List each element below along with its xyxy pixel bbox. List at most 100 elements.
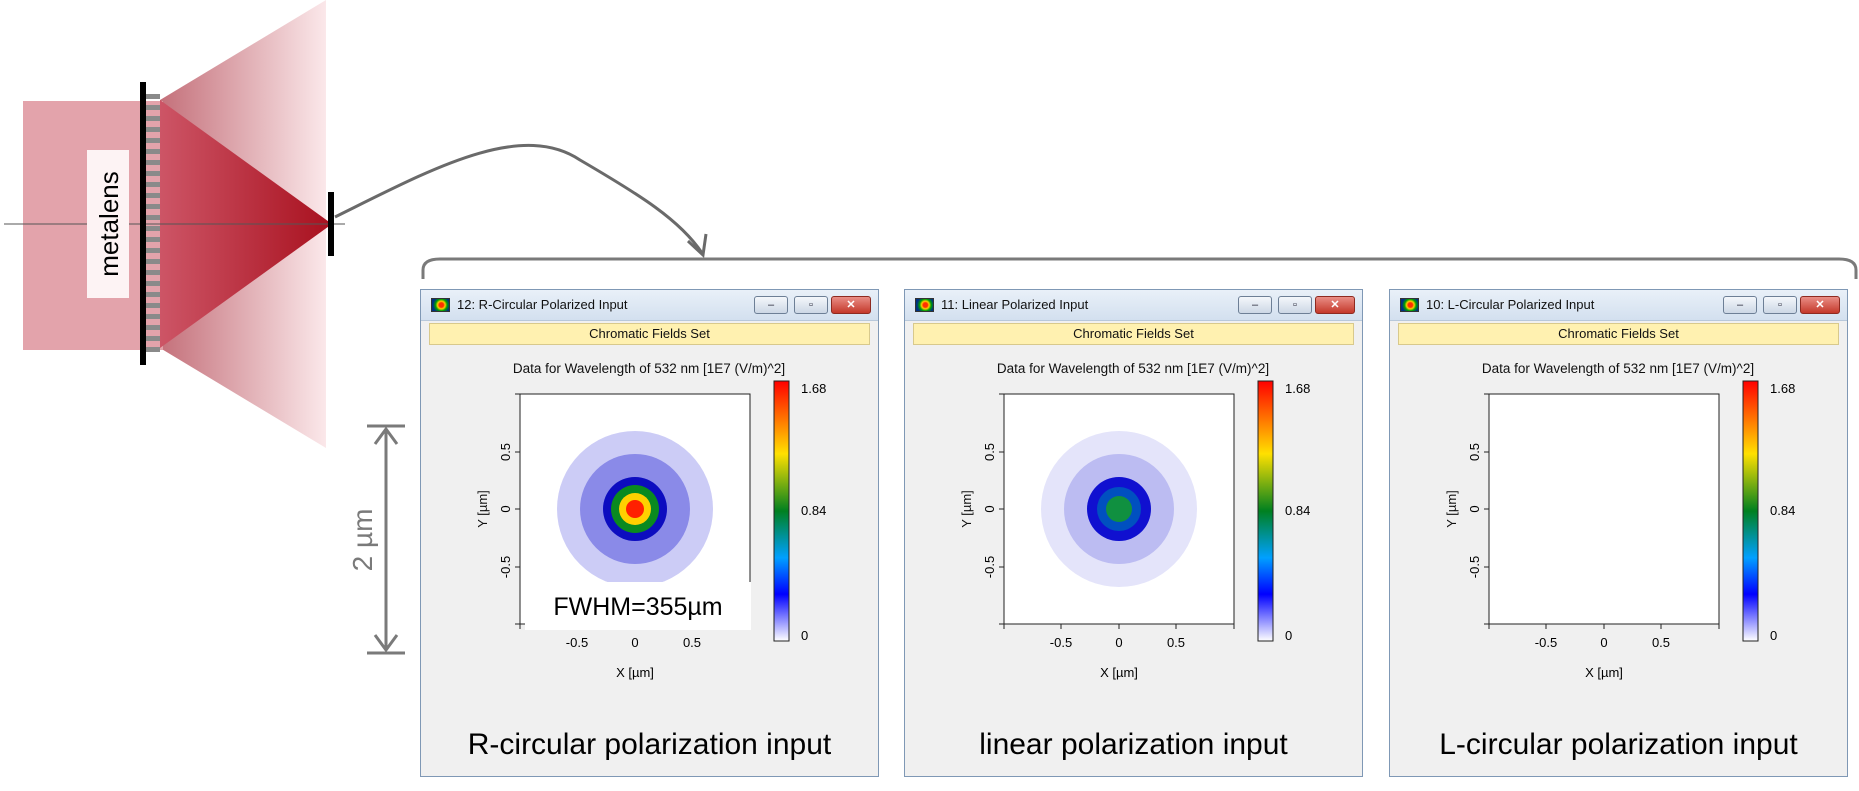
colorbar-tick-label: 0 [1770,628,1777,643]
y-tick-label: 0.5 [1467,443,1482,461]
metalens-nanopillar [145,237,160,242]
intensity-spot [1041,431,1197,587]
minimize-button[interactable]: – [1238,296,1272,314]
x-tick-label: 0.5 [683,635,701,650]
maximize-button[interactable]: ▫ [794,296,828,314]
metalens-nanopillar [145,171,160,176]
plot-svg: Data for Wavelength of 532 nm [1E7 (V/m)… [475,361,826,680]
y-axis-label: Y [µm] [959,490,974,528]
peak-core [1106,496,1132,522]
minimize-button[interactable]: – [754,296,788,314]
plot-svg: Data for Wavelength of 532 nm [1E7 (V/m)… [1444,361,1795,680]
metalens-nanopillar [145,204,160,209]
y-tick-label: -0.5 [498,556,513,578]
window-title: 12: R-Circular Polarized Input [457,297,628,312]
colorbar-tick-label: 0.84 [1285,503,1310,518]
colorbar-tick-label: 1.68 [801,381,826,396]
window-title: 10: L-Circular Polarized Input [1426,297,1595,312]
app-icon [1400,298,1419,312]
colorbar-tick-label: 0 [1285,628,1292,643]
y-tick-label: 0 [1467,505,1482,512]
metalens-nanopillar [145,347,160,352]
peak-core [626,500,644,518]
data-set-label: Chromatic Fields Set [1398,323,1839,345]
metalens-nanopillar [145,226,160,231]
metalens-nanopillar [145,281,160,286]
caption: R-circular polarization input [467,728,832,761]
window-l-circular[interactable]: 10: L-Circular Polarized Input – ▫ ✕ Chr… [1389,289,1848,777]
metalens-nanopillar [145,248,160,253]
field-plot: Data for Wavelength of 532 nm [1E7 (V/m)… [1398,346,1839,771]
y-tick-label: 0.5 [498,443,513,461]
metalens-label: metalens [94,171,124,277]
caption: L-circular polarization input [1439,728,1798,761]
metalens-diagram: metalens [4,0,345,448]
plot-svg: Data for Wavelength of 532 nm [1E7 (V/m)… [959,361,1310,680]
y-tick-label: -0.5 [982,556,997,578]
window-title: 11: Linear Polarized Input [941,297,1089,312]
colorbar [1257,380,1274,642]
metalens-nanopillar [145,149,160,154]
metalens-nanopillar [145,270,160,275]
colorbar-tick-label: 0.84 [801,503,826,518]
metalens-nanopillar [145,138,160,143]
metalens-nanopillar [145,193,160,198]
close-button[interactable]: ✕ [1315,296,1355,314]
metalens-nanopillar [145,259,160,264]
title-bar[interactable]: 12: R-Circular Polarized Input – ▫ ✕ [421,290,878,321]
colorbar-tick-label: 0.84 [1770,503,1795,518]
plot-area [1488,393,1720,625]
metalens-nanopillar [145,215,160,220]
y-tick-label: 0.5 [982,443,997,461]
field-plot: Data for Wavelength of 532 nm [1E7 (V/m)… [913,346,1354,771]
x-tick-label: 0 [1115,635,1122,650]
x-tick-label: 0 [1600,635,1607,650]
x-tick-label: -0.5 [566,635,588,650]
connector-arrow [334,144,704,254]
data-set-label: Chromatic Fields Set [429,323,870,345]
x-axis-label: X [µm] [616,665,654,680]
app-icon [431,298,450,312]
scale-bar: 2 µm [347,424,405,655]
data-title: Data for Wavelength of 532 nm [1E7 (V/m)… [997,361,1269,376]
data-set-label: Chromatic Fields Set [913,323,1354,345]
metalens-nanopillar [145,94,160,99]
metalens-label-box [87,150,129,298]
close-button[interactable]: ✕ [831,296,871,314]
close-button[interactable]: ✕ [1800,296,1840,314]
metalens-nanopillar [145,160,160,165]
metalens-nanopillar [145,127,160,132]
minimize-button[interactable]: – [1723,296,1757,314]
maximize-button[interactable]: ▫ [1763,296,1797,314]
x-axis-label: X [µm] [1100,665,1138,680]
data-title: Data for Wavelength of 532 nm [1E7 (V/m)… [513,361,785,376]
y-axis-label: Y [µm] [475,490,490,528]
window-linear[interactable]: 11: Linear Polarized Input – ▫ ✕ Chromat… [904,289,1363,777]
app-icon [915,298,934,312]
fwhm-label: FWHM=355µm [553,593,722,621]
colorbar [1742,380,1759,642]
colorbar-tick-label: 1.68 [1285,381,1310,396]
window-r-circular[interactable]: 12: R-Circular Polarized Input – ▫ ✕ Chr… [420,289,879,777]
metalens-nanopillar [145,314,160,319]
colorbar-tick-label: 1.68 [1770,381,1795,396]
title-bar[interactable]: 10: L-Circular Polarized Input – ▫ ✕ [1390,290,1847,321]
tick-marks [1484,393,1720,629]
x-tick-label: -0.5 [1535,635,1557,650]
metalens-ticks [145,94,160,352]
colorbar-tick-label: 0 [801,628,808,643]
metalens-nanopillar [145,325,160,330]
maximize-button[interactable]: ▫ [1278,296,1312,314]
connector-arrow-head [686,233,708,259]
field-plot: Data for Wavelength of 532 nm [1E7 (V/m)… [429,346,870,771]
caption: linear polarization input [979,728,1288,761]
x-tick-label: 0.5 [1167,635,1185,650]
metalens-nanopillar [145,292,160,297]
group-bracket [421,257,1858,279]
title-bar[interactable]: 11: Linear Polarized Input – ▫ ✕ [905,290,1362,321]
tick-marks [999,393,1235,629]
metalens-nanopillar [145,105,160,110]
x-tick-label: 0 [631,635,638,650]
fwhm-label-box [525,582,751,630]
